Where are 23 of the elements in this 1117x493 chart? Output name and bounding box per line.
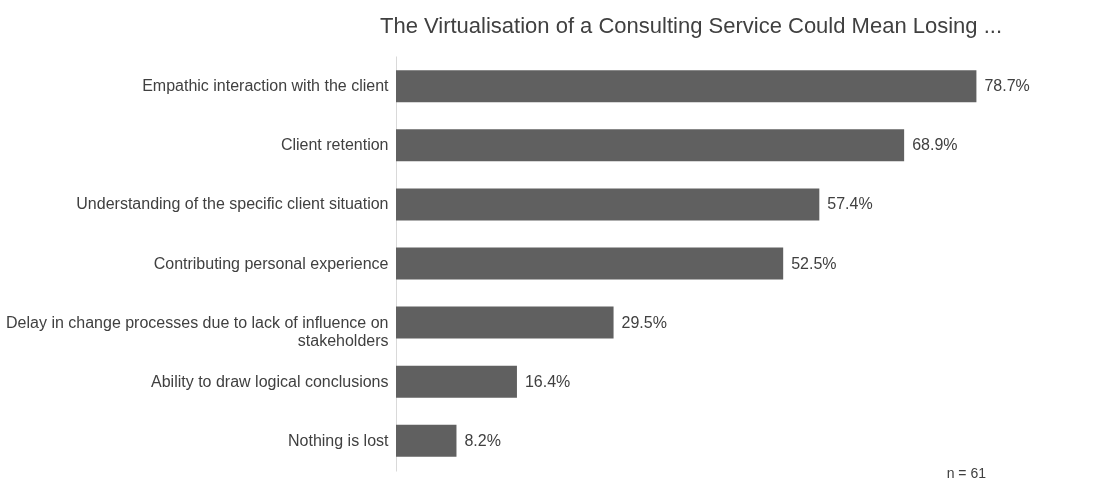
y-tick-label: Contributing personal experience [153, 254, 389, 272]
data-label: 68.9% [912, 136, 958, 154]
y-tick-label: Nothing is lost [288, 431, 390, 449]
data-label: 52.5% [791, 254, 837, 272]
bar [396, 70, 977, 103]
bar [396, 365, 517, 398]
data-label: 78.7% [984, 77, 1030, 95]
y-tick-label: Understanding of the specific client situation [76, 195, 389, 213]
bar [396, 129, 905, 162]
bar [396, 247, 784, 280]
y-tick-label: Ability to draw logical conclusions [151, 372, 389, 390]
data-label: 57.4% [827, 195, 873, 213]
y-tick-label: Delay in change processes due to lack of influence on stakeholders [6, 313, 389, 349]
data-label: 8.2% [464, 431, 501, 449]
y-tick-label: Empathic interaction with the client [142, 77, 390, 95]
bar [396, 424, 457, 457]
y-tick-label: Client retention [280, 136, 389, 154]
data-label: 29.5% [621, 313, 667, 331]
data-label: 16.4% [524, 372, 571, 390]
annotation: n = 61 [946, 465, 987, 481]
chart-title: The Virtualisation of a Consulting Service Could Mean Losing ... [379, 13, 1003, 38]
bar [396, 306, 614, 339]
bar [396, 188, 820, 221]
